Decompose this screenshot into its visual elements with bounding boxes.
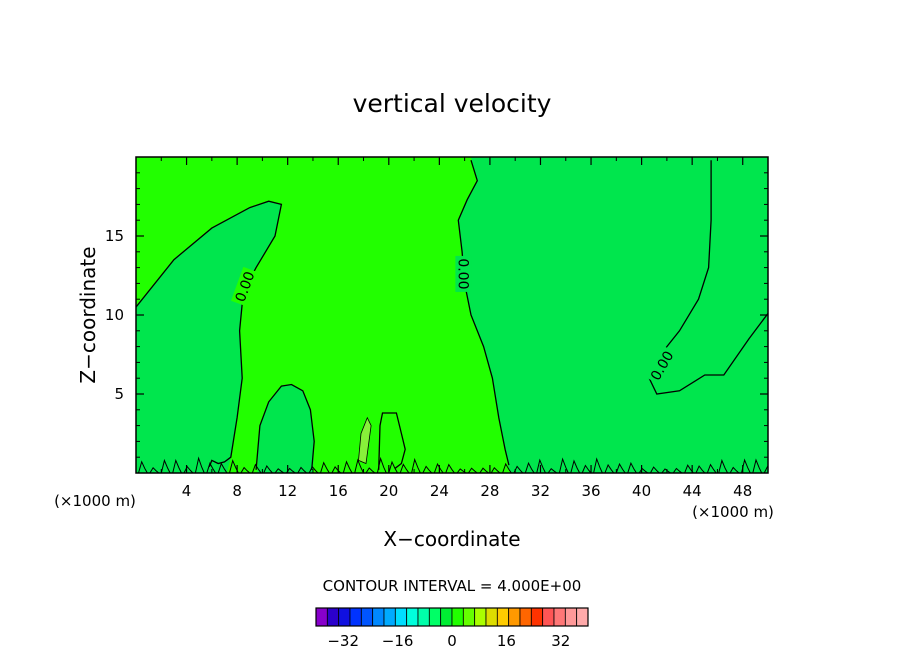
x-tick-label: 36 xyxy=(581,482,600,500)
legend-frame xyxy=(315,607,589,627)
legend-swatch xyxy=(485,607,498,627)
x-tick-label: 12 xyxy=(278,482,297,500)
legend-swatch xyxy=(417,607,430,627)
x-unit-right: (×1000 m) xyxy=(692,503,774,521)
legend-swatch xyxy=(553,607,566,627)
legend-swatch xyxy=(576,607,589,627)
contour-label-bg xyxy=(645,345,678,386)
contour-interval-text: CONTOUR INTERVAL = 4.000E+00 xyxy=(323,577,582,595)
x-tick-label: 28 xyxy=(480,482,499,500)
contour-label-bg xyxy=(231,266,259,307)
negative-region-2 xyxy=(257,384,315,473)
x-tick-label: 20 xyxy=(379,482,398,500)
legend-swatch xyxy=(394,607,408,627)
legend-swatch xyxy=(462,607,476,627)
x-axis-label: X−coordinate xyxy=(383,527,520,551)
x-tick-label: 44 xyxy=(683,482,702,500)
legend-swatch xyxy=(496,607,510,627)
x-tick-label: 4 xyxy=(182,482,192,500)
legend-swatch xyxy=(440,607,453,627)
x-tick-label: 8 xyxy=(232,482,242,500)
legend-tick-label: −32 xyxy=(327,632,359,650)
contour-field: 0.00 0.000.00 xyxy=(136,157,768,473)
x-tick-label: 48 xyxy=(733,482,752,500)
x-tick-label: 32 xyxy=(531,482,550,500)
chart-title: vertical velocity xyxy=(353,89,552,118)
legend-swatch xyxy=(383,607,396,627)
x-tick-label: 16 xyxy=(329,482,348,500)
legend-swatch xyxy=(508,607,521,627)
legend-swatch xyxy=(474,607,487,627)
legend-swatch xyxy=(349,607,362,627)
legend-swatch xyxy=(542,607,555,627)
legend-tick-label: 16 xyxy=(497,632,516,650)
y-tick-label: 15 xyxy=(105,227,124,245)
legend-swatch xyxy=(530,607,544,627)
legend-swatch xyxy=(338,607,351,627)
legend-swatch xyxy=(372,607,385,627)
legend-swatch xyxy=(564,607,578,627)
legend-swatch xyxy=(519,607,532,627)
y-axis-label: Z−coordinate xyxy=(76,246,100,383)
legend-swatch xyxy=(360,607,374,627)
contour-label: 0.00 xyxy=(454,258,470,289)
legend-swatch xyxy=(451,607,464,627)
x-tick-label: 40 xyxy=(632,482,651,500)
legend-swatch xyxy=(428,607,442,627)
y-tick-label: 5 xyxy=(114,385,124,403)
x-unit-left: (×1000 m) xyxy=(54,492,136,510)
x-tick-label: 24 xyxy=(430,482,449,500)
plot-area: 0.00 0.000.00 xyxy=(136,157,768,473)
y-tick-label: 10 xyxy=(105,306,124,324)
surface-contours xyxy=(138,456,768,473)
zero-contour-low-cell-1 xyxy=(255,383,315,470)
color-legend: −32 −16 0 16 32 xyxy=(315,607,589,650)
zero-contour-middle-cell xyxy=(457,160,510,466)
legend-swatch xyxy=(315,607,328,627)
legend-tick-label: −16 xyxy=(382,632,414,650)
contour-label-bg xyxy=(455,255,472,292)
negative-region-4 xyxy=(458,157,768,473)
weak-updraft-region xyxy=(358,416,372,465)
legend-tick-label: 0 xyxy=(447,632,457,650)
legend-swatch xyxy=(406,607,419,627)
legend-swatch xyxy=(326,607,340,627)
zero-contour-low-cell-2 xyxy=(378,412,406,470)
legend-tick-label: 32 xyxy=(551,632,570,650)
